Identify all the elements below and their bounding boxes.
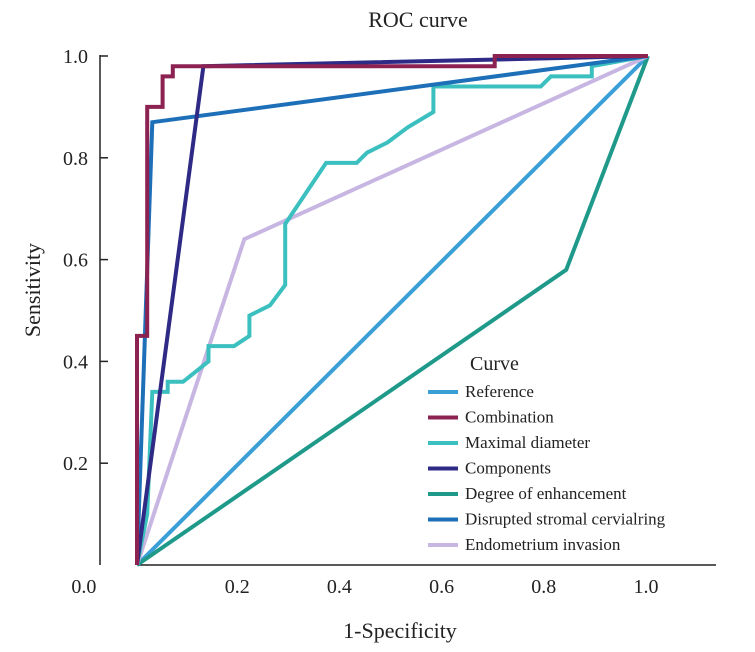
x-tick-label: 0.2 (225, 576, 250, 598)
legend-title: Curve (470, 353, 519, 375)
series-line-combination (135, 54, 648, 565)
legend: Curve Reference Combination Maximal diamet… (428, 353, 666, 554)
x-tick-label: 0.0 (71, 576, 96, 598)
legend-label: Components (465, 459, 551, 478)
x-tick-label: 0.6 (429, 576, 454, 598)
x-tick-label: 1.0 (634, 576, 659, 598)
series-line-endometrium-invasion (135, 54, 649, 566)
series-line-disrupted-stromal-cervialring (135, 54, 649, 566)
y-ticks: 0.2 0.4 0.6 0.8 1.0 (63, 46, 108, 475)
series-line-maximal-diameter (135, 54, 649, 566)
x-axis-label: 1-Specificity (343, 618, 457, 643)
y-tick-label: 0.4 (63, 351, 88, 373)
y-tick-label: 0.2 (63, 453, 88, 475)
legend-label: Disrupted stromal cervialring (465, 510, 666, 529)
series-line-reference (135, 54, 650, 567)
y-axis-label: Sensitivity (20, 243, 45, 337)
x-ticks: 0.0 0.2 0.4 0.6 0.8 1.0 (71, 576, 658, 598)
y-tick-label: 1.0 (63, 46, 88, 68)
y-tick-label: 0.8 (63, 148, 88, 170)
legend-items: Reference Combination Maximal diameter Comp… (428, 382, 666, 554)
legend-label: Reference (465, 382, 534, 401)
axes (99, 55, 716, 566)
legend-label: Degree of enhancement (465, 484, 627, 503)
legend-label: Maximal diameter (465, 433, 590, 452)
legend-label: Endometrium invasion (465, 535, 621, 554)
y-tick-label: 0.6 (63, 250, 88, 272)
series-line-degree-of-enhancement (135, 55, 650, 567)
x-tick-label: 0.4 (327, 576, 352, 598)
legend-label: Combination (465, 408, 554, 427)
chart-title: ROC curve (368, 7, 468, 32)
series-group (135, 54, 650, 567)
x-tick-label: 0.8 (531, 576, 556, 598)
